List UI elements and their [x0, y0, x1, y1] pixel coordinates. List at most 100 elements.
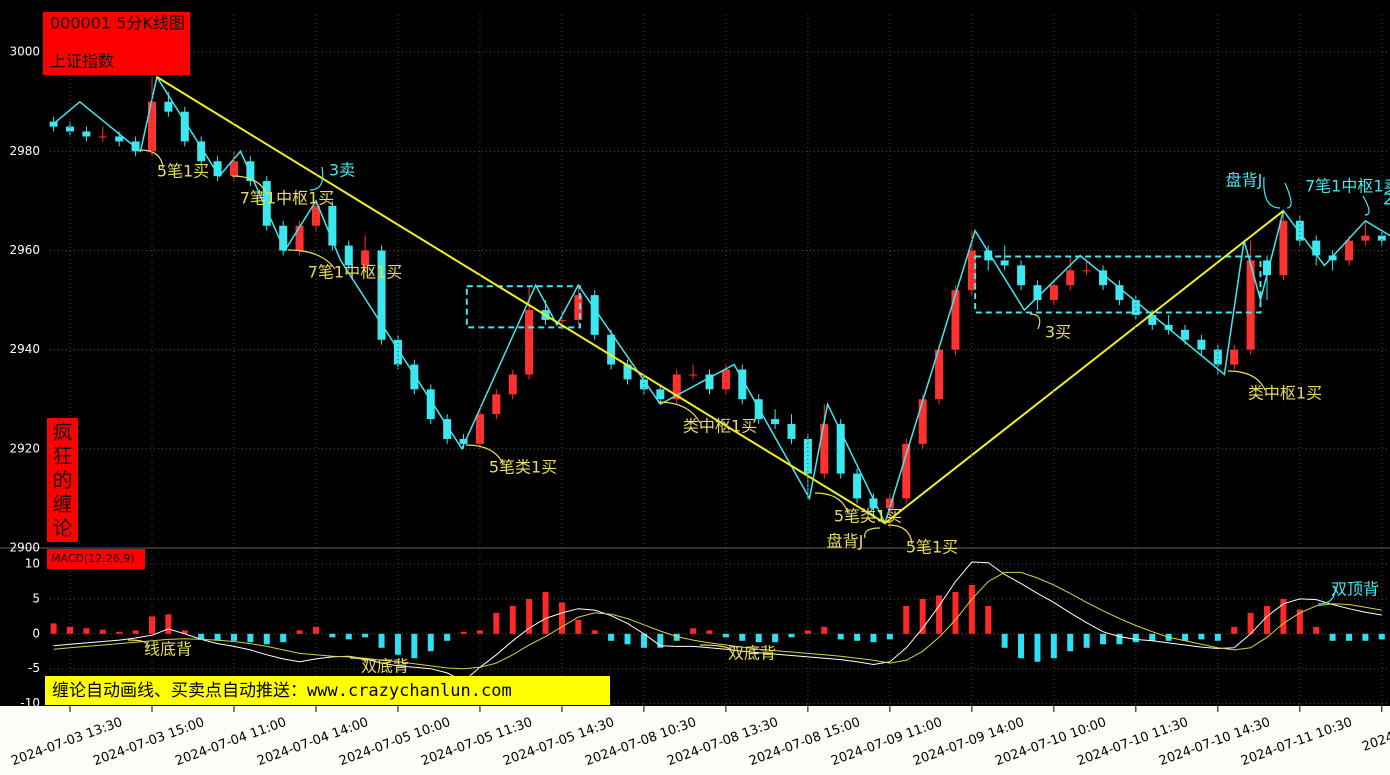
macd-bar [558, 602, 565, 634]
annotation: 5笔类1买 [834, 507, 902, 526]
macd-bar [690, 628, 697, 634]
candle-body [82, 131, 91, 137]
y-tick-label: 2900 [9, 541, 40, 555]
annotation: 类中枢1买 [683, 417, 757, 436]
candle-body [459, 438, 468, 444]
candle-body [623, 364, 632, 380]
candle-body [1181, 329, 1190, 340]
macd-bar [936, 595, 943, 634]
annotation-arrow [864, 527, 881, 539]
segment-line [156, 76, 1285, 525]
side-label: 疯狂的缠论 [47, 418, 78, 542]
macd-bar [1247, 612, 1254, 634]
macd-bar [50, 623, 57, 634]
annotation: 5笔1买 [906, 538, 958, 557]
candle-body [66, 126, 75, 132]
y-tick-label: -10 [20, 696, 40, 710]
y-tick-label: -5 [28, 661, 40, 675]
macd-bar [821, 626, 828, 634]
candle-body [1066, 270, 1075, 286]
candle-body [344, 245, 353, 266]
macd-bar [148, 616, 155, 634]
macd-bar [968, 584, 975, 634]
macd-bar [1231, 626, 1238, 634]
macd-bar [460, 631, 467, 634]
candle-body [1099, 270, 1108, 286]
candle-body [787, 424, 796, 439]
macd-bar [263, 633, 270, 645]
candle-body [590, 295, 599, 335]
macd-bar [476, 630, 483, 634]
candle-body [574, 295, 583, 320]
candle-body [246, 161, 255, 182]
macd-bar [575, 619, 582, 634]
macd-bar [608, 633, 615, 641]
annotation: 5笔1买 [157, 162, 209, 181]
candle-body [213, 161, 222, 177]
candle-body [295, 225, 304, 251]
macd-bar [870, 633, 877, 643]
candle-body [229, 161, 238, 177]
macd-bar [1100, 633, 1107, 645]
macd-bar [722, 633, 729, 638]
annotation: 盘背J [827, 532, 864, 551]
banner-box [45, 676, 610, 705]
candle-body [1115, 285, 1124, 301]
macd-bar [919, 598, 926, 634]
annotation-arrow [287, 249, 336, 270]
candle-body [426, 389, 435, 420]
candle-body [361, 250, 370, 266]
candle-body [279, 225, 288, 251]
macd-bar [1329, 633, 1336, 641]
macd-bar [1067, 633, 1074, 652]
macd-title-box [47, 549, 145, 569]
candle-body [639, 379, 648, 390]
macd-bar [493, 612, 500, 634]
candle-body [803, 438, 812, 474]
candle-body [705, 374, 714, 390]
candle-body [820, 424, 829, 474]
y-tick-label: 2960 [9, 243, 40, 257]
y-tick-label: 0 [32, 626, 40, 640]
macd-bar [640, 633, 647, 648]
candle-body [393, 339, 402, 365]
macd-bar [739, 633, 746, 641]
macd-bar [755, 633, 762, 643]
candle-body [98, 136, 107, 138]
annotation-arrow [814, 492, 849, 514]
macd-bar [903, 605, 910, 634]
y-tick-label: 5 [32, 591, 40, 605]
macd-bar [1050, 633, 1057, 659]
candle-body [951, 290, 960, 350]
candle-body [1279, 220, 1288, 276]
candle-body [508, 374, 517, 395]
bi-line [49, 75, 1390, 526]
macd-bar [230, 633, 237, 641]
annotation: 7笔1中枢1卖 [1305, 177, 1390, 196]
macd-bar [509, 605, 516, 634]
candle-body [443, 419, 452, 439]
y-tick-label: 2940 [9, 342, 40, 356]
annotation-arrow [1317, 585, 1336, 605]
macd-bar [83, 628, 90, 634]
macd-bar [312, 626, 319, 634]
macd-bar [542, 591, 549, 634]
candle-body [115, 136, 124, 142]
annotation-arrow [231, 175, 268, 196]
candle-body [869, 498, 878, 509]
macd-bar [329, 633, 336, 638]
annotation-arrow [1029, 313, 1041, 330]
candle-body [525, 310, 534, 375]
annotation: 3卖 [329, 161, 355, 180]
annotation-arrow [1227, 370, 1266, 391]
candle-body [853, 473, 862, 499]
candle-body [1312, 240, 1321, 256]
annotation-arrow [309, 166, 324, 191]
macd-bar [788, 633, 795, 638]
y-tick-label: 2920 [9, 441, 40, 455]
annotation-arrow [1284, 182, 1292, 209]
macd-bar [591, 630, 598, 634]
candle-body [1197, 339, 1206, 350]
annotation: 双底背 [728, 644, 776, 663]
macd-bar [378, 633, 385, 648]
